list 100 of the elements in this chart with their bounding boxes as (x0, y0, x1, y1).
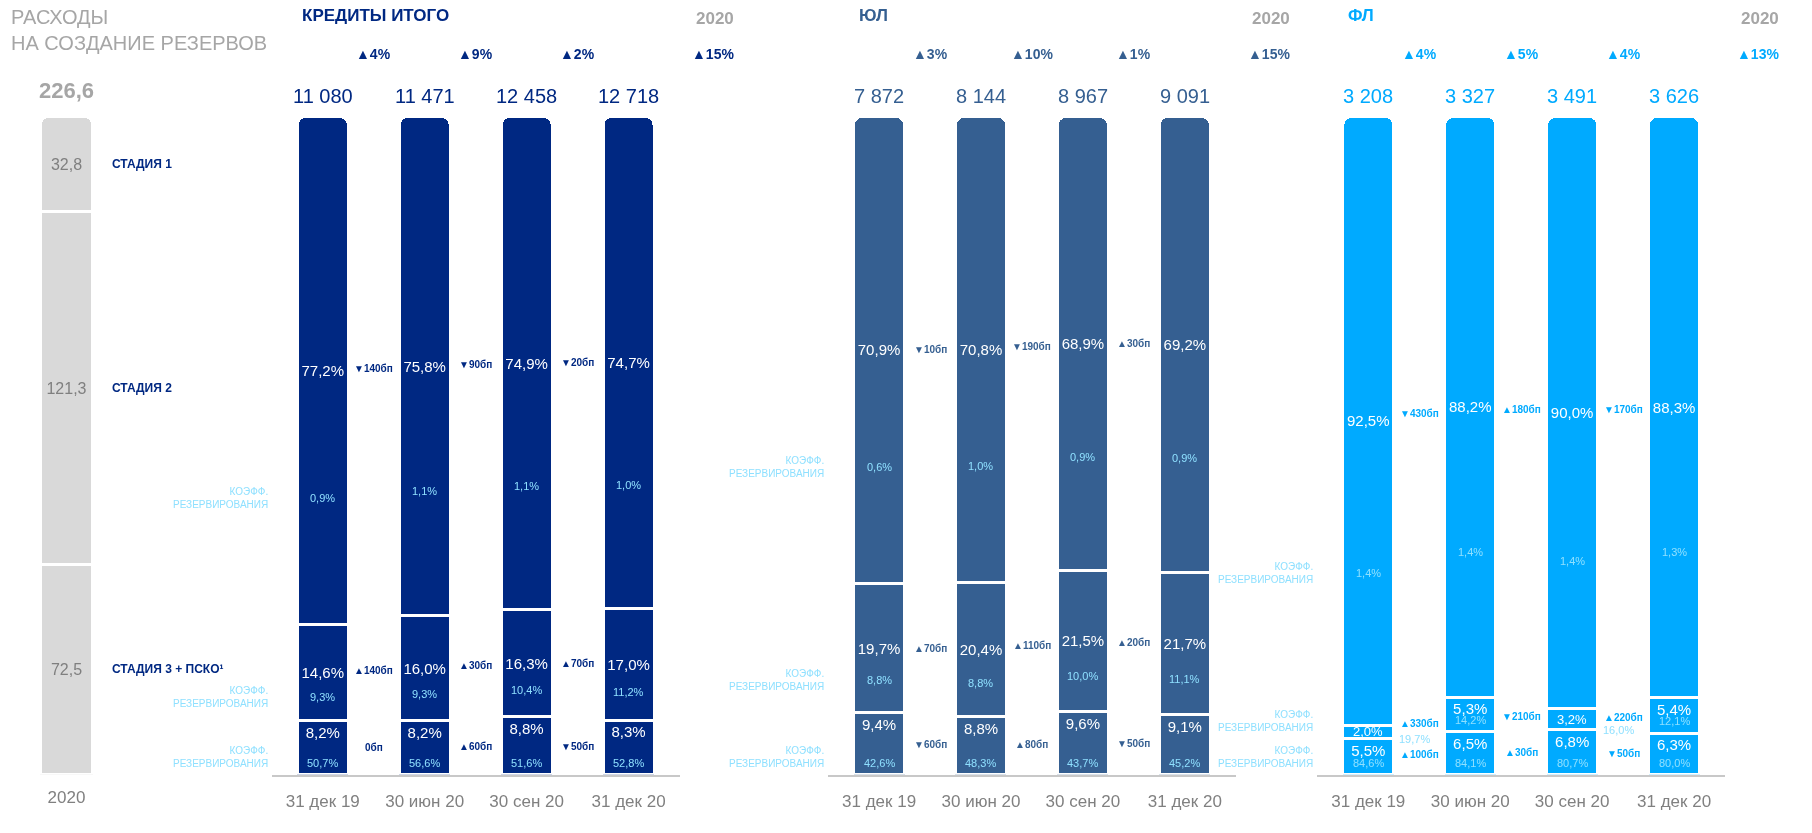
text: 12 458 (496, 85, 558, 107)
x-tick-label: 31 дек 19 (1331, 791, 1406, 811)
data-label: 77,2% (301, 362, 345, 380)
annotation: 80,7% (1557, 757, 1589, 769)
annotation: 8,8% (867, 674, 893, 686)
data-label: 5,4% (1656, 700, 1692, 718)
text: 3 626 (1649, 85, 1700, 107)
data-label: 69,2% (1163, 335, 1207, 353)
text: КОЭФФ. РЕЗЕРВИРОВАНИЯ (729, 745, 825, 769)
annotation: ▼430бп (1400, 408, 1439, 419)
x-tick-label: 2020 (47, 787, 86, 807)
data-label: 9,1% (1167, 717, 1202, 735)
annotation: 10,4% (511, 684, 543, 696)
data-label: 68,9% (1061, 334, 1105, 352)
annotation: 43,7% (1067, 757, 1099, 769)
text: ▲10% (1011, 46, 1054, 62)
annotation: ▲100бп (1400, 749, 1439, 760)
annotation: 84,1% (1455, 757, 1487, 769)
chart-title: КРЕДИТЫ ИТОГО (302, 6, 450, 25)
annotation: 8,8% (968, 677, 994, 689)
annotation: ▼60бп (914, 739, 948, 750)
chart-title: ЮЛ (859, 6, 888, 25)
data-label: 16,3% (505, 654, 548, 672)
total-label: 226,6 (39, 78, 95, 103)
annotation: 1,4% (1356, 567, 1382, 579)
text: ▲2% (560, 46, 595, 62)
data-label: 9,6% (1065, 714, 1100, 732)
annotation: КОЭФФ. РЕЗЕРВИРОВАНИЯ (1218, 709, 1314, 733)
annotation: 11,1% (1169, 673, 1200, 685)
annotation: ▲20бп (1117, 637, 1151, 648)
annotation: КОЭФФ. РЕЗЕРВИРОВАНИЯ (1218, 745, 1314, 769)
annotation: 1,0% (968, 460, 994, 472)
data-label: 121,3 (46, 379, 87, 397)
annotation: 0бп (365, 742, 383, 753)
annotation: 52,8% (613, 757, 645, 769)
text: 3 491 (1547, 85, 1598, 107)
data-label: 6,5% (1453, 734, 1488, 752)
data-label: 6,8% (1555, 732, 1590, 750)
annotation: 9,3% (412, 688, 438, 700)
annotation: ▲30бп (459, 660, 493, 671)
data-label: 32,8 (50, 155, 83, 173)
annotation: 48,3% (965, 757, 997, 769)
annotation: 80,0% (1659, 757, 1691, 769)
text: ▲5% (1504, 46, 1539, 62)
x-tick-label: 31 дек 20 (591, 791, 666, 811)
annotation: 0,9% (310, 492, 336, 504)
x-tick-label: 31 дек 20 (1147, 791, 1222, 811)
data-label: 75,8% (403, 357, 446, 375)
data-label: 72,5 (50, 660, 83, 678)
data-label: 74,7% (607, 353, 650, 371)
data-label: 92,5% (1347, 412, 1390, 430)
text: 2020 (696, 9, 734, 28)
data-label: 74,9% (505, 354, 548, 372)
data-label: 90,0% (1550, 404, 1594, 422)
text: ▲4% (1606, 46, 1641, 62)
data-label: 14,6% (301, 664, 345, 682)
data-label: 5,5% (1351, 741, 1386, 759)
annotation: ▲70бп (914, 643, 948, 654)
annotation: ▲140бп (354, 665, 393, 676)
text: КОЭФФ. РЕЗЕРВИРОВАНИЯ (173, 685, 269, 709)
data-label: 17,0% (607, 655, 650, 673)
text: ▲1% (1116, 46, 1151, 62)
annotation: ▼50бп (561, 741, 595, 752)
text: КОЭФФ. РЕЗЕРВИРОВАНИЯ (729, 668, 825, 692)
annotation: 1,0% (616, 479, 642, 491)
annotation: 19,7% (1399, 733, 1431, 745)
text: 3 327 (1445, 85, 1496, 107)
annotation: 1,1% (412, 485, 438, 497)
annotation: ▲180бп (1502, 404, 1541, 415)
annotation: ▼50бп (1607, 748, 1641, 759)
annotation: 12,1% (1659, 715, 1691, 727)
annotation: 42,6% (864, 757, 896, 769)
text: ▲15% (692, 46, 735, 62)
text: 3 208 (1343, 85, 1394, 107)
text: 9 091 (1160, 85, 1211, 107)
data-label: 6,3% (1656, 736, 1692, 754)
annotation: 1,3% (1662, 546, 1688, 558)
annotation: 50,7% (307, 757, 339, 769)
annotation: ▼20бп (561, 357, 595, 368)
annotation: ▼50бп (1117, 738, 1151, 749)
x-tick-label: 30 сен 20 (1045, 791, 1121, 811)
annotation: ▼10бп (914, 344, 948, 355)
text: КОЭФФ. РЕЗЕРВИРОВАНИЯ (173, 486, 269, 510)
annotation: ▲70бп (561, 658, 595, 669)
annotation: 10,0% (1067, 670, 1099, 682)
x-tick-label: 30 сен 20 (489, 791, 564, 811)
text: КОЭФФ. РЕЗЕРВИРОВАНИЯ (173, 745, 269, 769)
data-label: 8,2% (305, 723, 340, 741)
text: 12 718 (598, 85, 660, 107)
data-label: 21,5% (1061, 632, 1105, 650)
annotation: 51,6% (511, 757, 543, 769)
annotation: 16,0% (1603, 724, 1635, 736)
data-label: 8,3% (611, 723, 646, 741)
text: ▲13% (1737, 46, 1780, 62)
annotation: ▼140бп (354, 363, 393, 374)
chart-title: ФЛ (1348, 6, 1374, 25)
text: 2020 (1252, 9, 1290, 28)
data-label: 70,9% (857, 341, 901, 359)
series-label: СТАДИЯ 1 (112, 157, 173, 171)
annotation: ▼210бп (1502, 711, 1541, 722)
